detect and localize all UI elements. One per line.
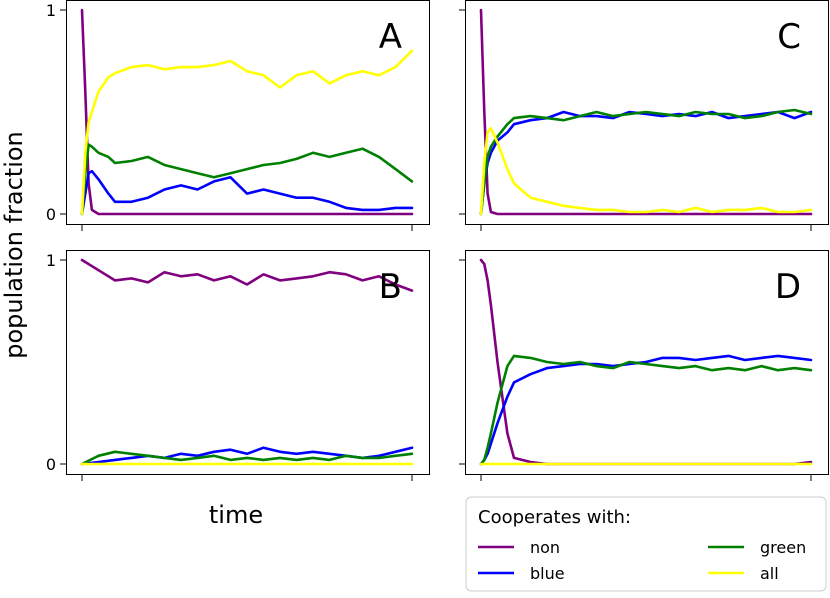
series-blue-line xyxy=(479,354,813,466)
y-tick-label: 0 xyxy=(46,205,56,224)
panel-frame xyxy=(66,0,430,225)
legend-entry-all: all xyxy=(708,564,779,583)
legend-title: Cooperates with: xyxy=(478,507,631,528)
panel-a: 0 1 A xyxy=(46,0,430,231)
series-blue-line xyxy=(80,169,414,216)
legend-entry-non: non xyxy=(478,538,560,557)
series-all-line xyxy=(479,127,813,216)
series-green-line xyxy=(479,354,813,466)
legend: Cooperates with: non green blue all xyxy=(465,496,827,592)
x-axis-label: time xyxy=(209,501,263,529)
series-non-line xyxy=(80,258,414,292)
panel-series xyxy=(479,8,813,216)
legend-entry-blue: blue xyxy=(478,564,565,583)
legend-label: non xyxy=(530,538,560,557)
y-tick-label: 0 xyxy=(46,455,56,474)
series-green-line xyxy=(479,108,813,216)
series-green-line xyxy=(80,450,414,466)
series-blue-line xyxy=(80,446,414,466)
series-green-line xyxy=(80,143,414,216)
y-axis-label: population fraction xyxy=(0,131,28,359)
y-tick-label: 1 xyxy=(46,1,56,20)
panel-b: 0 1 B xyxy=(46,250,430,481)
panel-label: B xyxy=(379,267,402,307)
legend-entries: non green blue all xyxy=(478,538,806,583)
series-non-line xyxy=(80,8,414,216)
panel-label: D xyxy=(775,267,801,307)
panel-d: D xyxy=(459,250,829,481)
panel-c: C xyxy=(459,0,829,231)
y-tick-label: 1 xyxy=(46,251,56,270)
legend-label: all xyxy=(760,564,779,583)
legend-entry-green: green xyxy=(708,538,806,557)
legend-frame xyxy=(465,496,827,592)
series-non-line xyxy=(479,8,813,216)
panel-label: A xyxy=(379,17,402,57)
panels: 0 1 A C 0 1 B D xyxy=(46,0,829,481)
panel-frame xyxy=(465,250,829,475)
series-all-line xyxy=(80,49,414,216)
panel-frame xyxy=(66,250,430,475)
panel-series xyxy=(80,258,414,466)
legend-label: green xyxy=(760,538,806,557)
panel-label: C xyxy=(777,17,801,57)
panel-series xyxy=(80,8,414,216)
panel-series xyxy=(479,258,813,466)
panel-frame xyxy=(465,0,829,225)
legend-label: blue xyxy=(530,564,565,583)
